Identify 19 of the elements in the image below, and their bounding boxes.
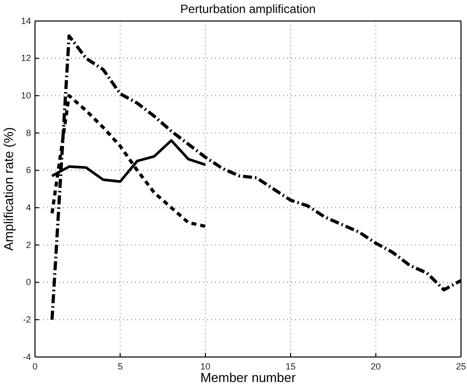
x-axis-title: Member number (200, 370, 296, 385)
y-tick-label: -2 (22, 314, 31, 325)
y-tick-label: 14 (20, 16, 31, 26)
y-tick-label: 4 (26, 202, 31, 213)
y-tick-label: 8 (26, 128, 31, 138)
y-tick-label: 2 (26, 240, 31, 250)
y-axis-title: Amplification rate (%) (1, 127, 16, 251)
y-tick-label: 12 (20, 53, 31, 64)
x-tick-label: 15 (286, 361, 296, 372)
y-tick-label: 6 (26, 165, 31, 176)
chart-title: Perturbation amplification (180, 2, 316, 16)
x-tick-label: 0 (32, 361, 38, 372)
y-tick-label: -4 (22, 352, 31, 362)
x-tick-label: 25 (456, 361, 466, 372)
x-tick-label: 20 (370, 361, 381, 372)
y-tick-label: 10 (20, 90, 31, 101)
x-tick-label: 5 (118, 361, 123, 372)
x-tick-label: 10 (200, 361, 210, 372)
y-tick-label: 0 (26, 277, 31, 288)
